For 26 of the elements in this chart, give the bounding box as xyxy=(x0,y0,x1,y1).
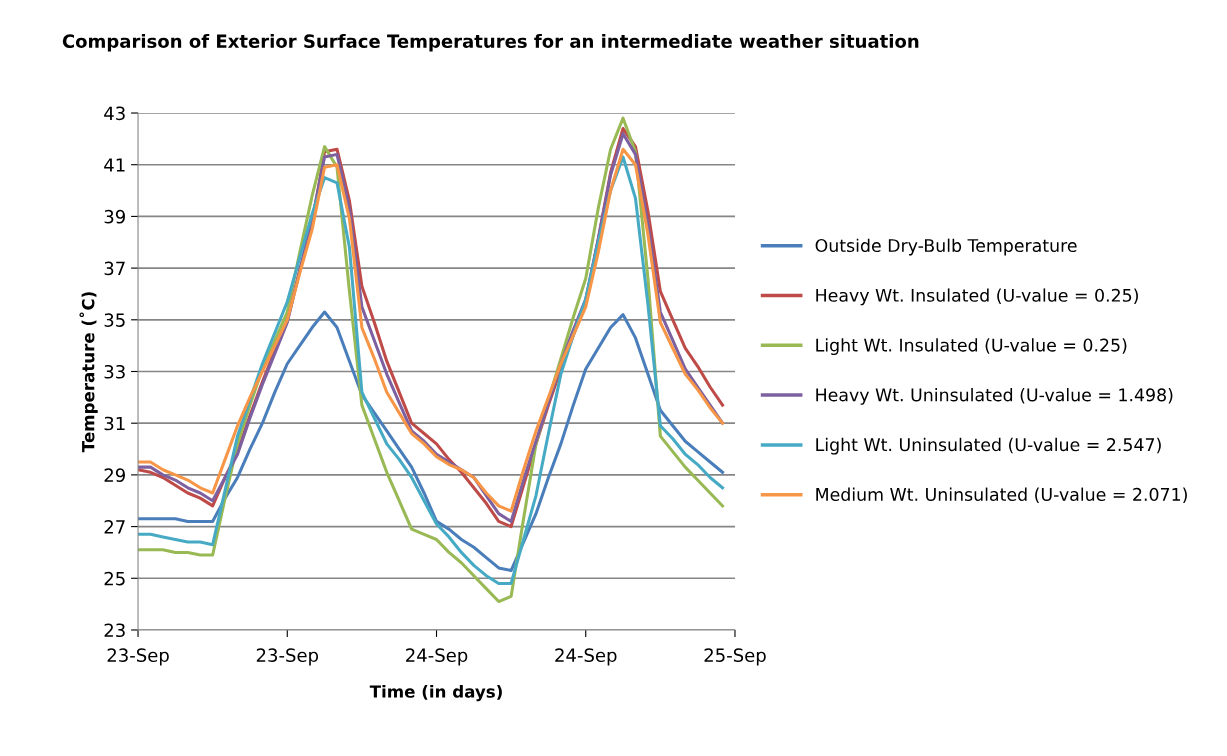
legend-label: Heavy Wt. Insulated (U-value = 0.25) xyxy=(816,288,1138,306)
legend-label: Light Wt. Uninsulated (U-value = 2.547) xyxy=(816,437,1161,455)
y-tick-label: 41 xyxy=(104,158,125,172)
y-tick-label: 27 xyxy=(104,520,125,534)
y-tick-label: 25 xyxy=(104,571,125,586)
x-tick-label: 24-Sep xyxy=(406,648,468,666)
legend-label: Outside Dry-Bulb Temperature xyxy=(815,238,1077,256)
y-axis-title: Temperature (˚C) xyxy=(79,292,98,453)
x-tick-label: 23-Sep xyxy=(256,648,319,666)
y-tick-label: 29 xyxy=(104,468,125,483)
y-tick-label: 31 xyxy=(104,416,125,431)
y-tick-label: 39 xyxy=(104,209,125,224)
x-tick-label: 25-Sep xyxy=(704,648,766,666)
chart-title: Comparison of Exterior Surface Temperatures for an intermediate weather situation xyxy=(62,34,919,52)
x-tick-label: 24-Sep xyxy=(555,648,617,666)
y-tick-label: 33 xyxy=(104,364,125,379)
y-tick-label: 23 xyxy=(104,623,125,638)
y-tick-label: 43 xyxy=(104,106,125,121)
x-axis-title: Time (in days) xyxy=(369,684,502,702)
line-series xyxy=(138,310,725,573)
legend-label: Heavy Wt. Uninsulated (U-value = 1.498) xyxy=(816,387,1173,405)
y-tick-label: 35 xyxy=(104,313,125,327)
y-tick-label: 37 xyxy=(104,261,125,276)
legend-label: Medium Wt. Uninsulated (U-value = 2.071) xyxy=(816,487,1187,504)
legend-label: Light Wt. Insulated (U-value = 0.25) xyxy=(816,338,1127,356)
x-tick-label: 23-Sep xyxy=(107,648,169,666)
